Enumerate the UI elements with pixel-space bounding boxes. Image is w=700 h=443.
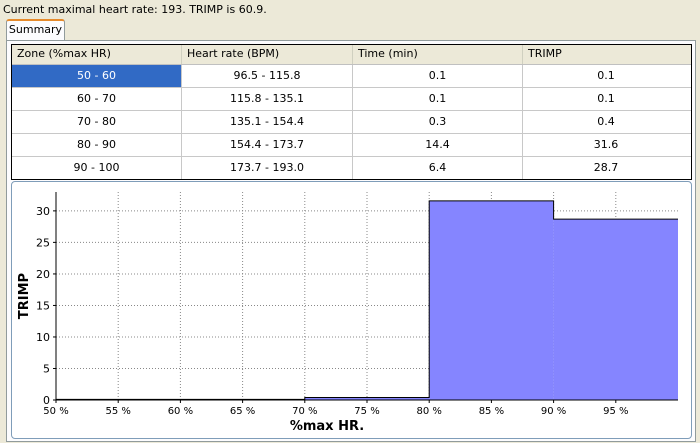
x-tick-label: 60 %	[168, 406, 193, 417]
x-tick-label: 55 %	[105, 406, 130, 417]
table-row[interactable]: 60 - 70 115.8 - 135.1 0.1 0.1	[12, 88, 691, 111]
time-cell[interactable]: 6.4	[353, 157, 523, 179]
x-tick-label: 90 %	[541, 406, 566, 417]
y-tick-label: 0	[43, 394, 50, 407]
y-tick-label: 10	[36, 331, 50, 344]
trimp-chart-svg: 50 % 55 % 60 % 65 % 70 % 75 % 80 % 85 % 90 % 95 %…	[17, 192, 678, 434]
tab-summary[interactable]: Summary	[6, 19, 65, 41]
y-tick-label: 30	[36, 205, 50, 218]
x-tick-label: 50 %	[43, 406, 68, 417]
table-header: Zone (%max HR) Heart rate (BPM) Time (mi…	[12, 45, 691, 65]
histogram-bar	[304, 397, 430, 400]
y-tick-label: 5	[43, 362, 50, 375]
y-axis-label: TRIMP	[17, 273, 32, 319]
x-tick-label: 95 %	[603, 406, 628, 417]
table-row[interactable]: 70 - 80 135.1 - 154.4 0.3 0.4	[12, 111, 691, 134]
x-tick-label: 75 %	[354, 406, 379, 417]
histogram-bar	[553, 219, 678, 400]
histogram-bar	[429, 200, 554, 400]
time-cell[interactable]: 0.1	[353, 88, 523, 110]
zone-cell[interactable]: 70 - 80	[12, 111, 182, 133]
trimp-cell[interactable]: 0.1	[597, 92, 615, 105]
x-tick-label: 80 %	[416, 406, 441, 417]
trimp-chart: 50 % 55 % 60 % 65 % 70 % 75 % 80 % 85 % 90 % 95 %…	[11, 181, 692, 439]
column-header-zone[interactable]: Zone (%max HR)	[12, 45, 182, 64]
table-row[interactable]: 90 - 100 173.7 - 193.0 6.4 28.7	[12, 157, 691, 179]
heart-rate-cell[interactable]: 154.4 - 173.7	[182, 134, 353, 156]
time-cell[interactable]: 0.1	[353, 65, 523, 87]
trimp-cell[interactable]: 0.4	[597, 115, 615, 128]
column-header-heart-rate[interactable]: Heart rate (BPM)	[182, 45, 353, 64]
heart-rate-cell[interactable]: 135.1 - 154.4	[182, 111, 353, 133]
table-row[interactable]: 80 - 90 154.4 - 173.7 14.4 31.6	[12, 134, 691, 157]
zone-table: Zone (%max HR) Heart rate (BPM) Time (mi…	[11, 44, 692, 180]
zone-cell[interactable]: 90 - 100	[12, 157, 182, 179]
y-tick-label: 20	[36, 268, 50, 281]
heart-rate-cell[interactable]: 96.5 - 115.8	[182, 65, 353, 87]
y-tick-label: 25	[36, 236, 50, 249]
table-row[interactable]: 50 - 60 96.5 - 115.8 0.1 0.1	[12, 65, 691, 88]
zone-cell[interactable]: 60 - 70	[12, 88, 182, 110]
x-tick-label: 85 %	[479, 406, 504, 417]
zone-cell[interactable]: 50 - 60	[12, 65, 182, 87]
y-tick-label: 15	[36, 299, 50, 312]
time-cell[interactable]: 14.4	[353, 134, 523, 156]
summary-panel: Zone (%max HR) Heart rate (BPM) Time (mi…	[6, 40, 696, 442]
time-cell[interactable]: 0.3	[353, 111, 523, 133]
heart-rate-cell[interactable]: 173.7 - 193.0	[182, 157, 353, 179]
heart-rate-cell[interactable]: 115.8 - 135.1	[182, 88, 353, 110]
histogram-outline	[56, 200, 678, 400]
x-axis-label: %max HR.	[290, 419, 364, 434]
status-text: Current maximal heart rate: 193. TRIMP i…	[3, 3, 267, 16]
trimp-cell[interactable]: 31.6	[593, 138, 619, 151]
trimp-cell[interactable]: 28.7	[593, 161, 619, 174]
column-header-trimp[interactable]: TRIMP	[528, 47, 562, 60]
column-header-time[interactable]: Time (min)	[353, 45, 523, 64]
trimp-cell[interactable]: 0.1	[597, 69, 615, 82]
x-tick-label: 70 %	[292, 406, 317, 417]
x-tick-label: 65 %	[230, 406, 255, 417]
zone-cell[interactable]: 80 - 90	[12, 134, 182, 156]
